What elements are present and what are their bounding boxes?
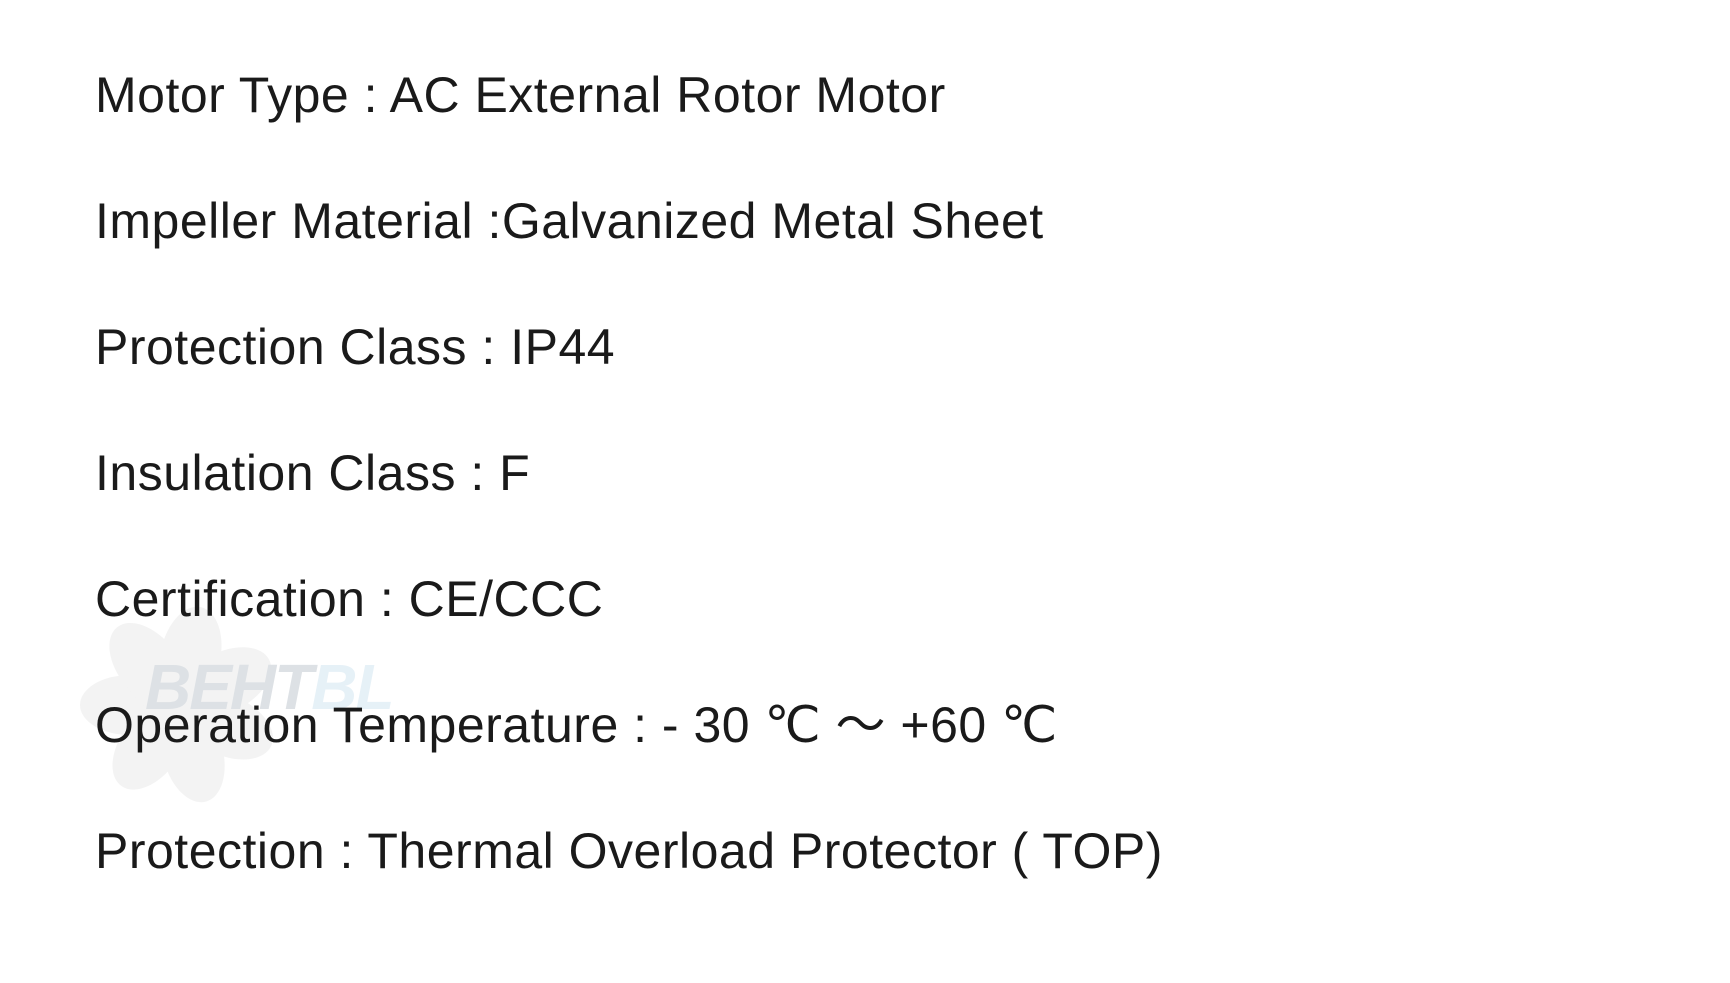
spec-impeller-material: Impeller Material :Galvanized Metal Shee…: [95, 191, 1635, 251]
spec-insulation-class: Insulation Class : F: [95, 443, 1635, 503]
spec-motor-type: Motor Type : AC External Rotor Motor: [95, 65, 1635, 125]
spec-operation-temperature: Operation Temperature : - 30 ℃ ～ +60 ℃: [95, 695, 1635, 755]
spec-certification: Certification : CE/CCC: [95, 569, 1635, 629]
spec-protection: Protection : Thermal Overload Protector …: [95, 821, 1635, 881]
spec-protection-class: Protection Class : IP44: [95, 317, 1635, 377]
spec-list: Motor Type : AC External Rotor Motor Imp…: [95, 65, 1635, 881]
